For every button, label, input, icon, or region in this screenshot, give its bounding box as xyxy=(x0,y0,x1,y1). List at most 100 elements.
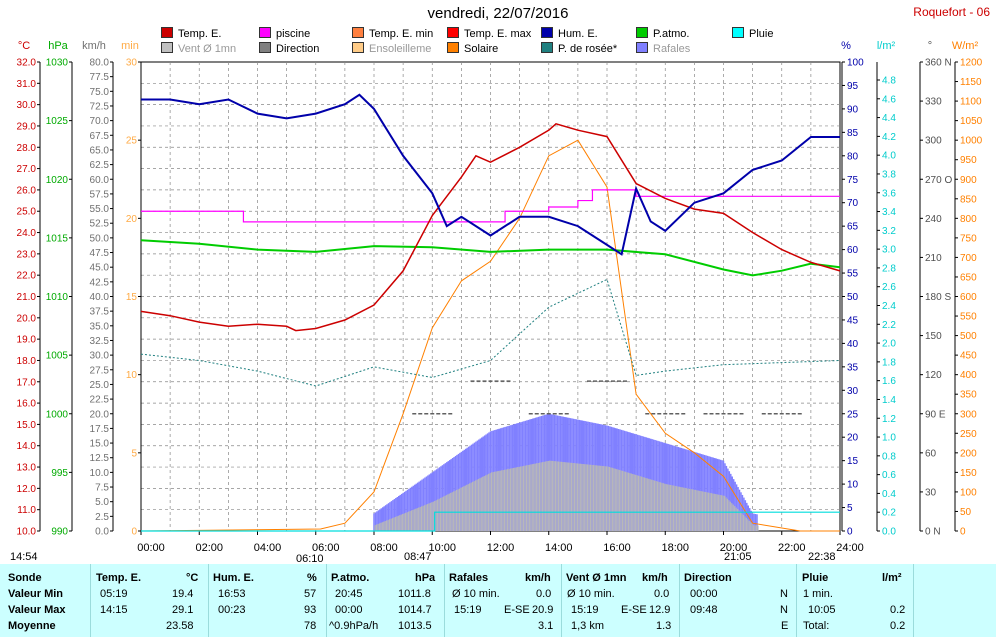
kmh-axis-tick-label: 45.0 xyxy=(90,263,110,274)
sunrise-time: 06:10 xyxy=(296,553,324,565)
pct-axis-tick-label: 40 xyxy=(847,339,859,350)
header-pluie-unit: l/m² xyxy=(882,572,902,584)
pluie-total-value: 0.2 xyxy=(890,620,906,632)
patmo-max-value: 1014.7 xyxy=(398,604,432,616)
kmh-axis-tick-label: 5.0 xyxy=(95,497,109,508)
time-tick-label: 10:00 xyxy=(428,542,456,554)
legend-item: piscine xyxy=(259,27,310,40)
time-tick-label: 12:00 xyxy=(487,542,515,554)
deg-axis-tick-label: 30 xyxy=(925,487,937,498)
temp-axis-tick-label: 26.0 xyxy=(17,185,37,196)
min-axis-tick-label: 20 xyxy=(126,214,138,225)
wm2-axis-tick-label: 50 xyxy=(960,507,972,518)
legend-item: P. de rosée* xyxy=(541,42,617,55)
time-tick-label: 02:00 xyxy=(195,542,223,554)
deg-axis-unit: ° xyxy=(928,40,932,52)
kmh-axis-tick-label: 17.5 xyxy=(90,424,110,435)
legend-swatch xyxy=(352,42,364,53)
row-label-max: Valeur Max xyxy=(8,604,66,616)
min-axis-tick-label: 10 xyxy=(126,370,138,381)
legend-item: Temp. E. xyxy=(161,27,221,40)
wm2-axis-tick-label: 0 xyxy=(960,527,966,538)
rain-axis-tick-label: 3.6 xyxy=(882,188,896,199)
temp-axis-tick-label: 14.0 xyxy=(17,441,37,452)
temp-axis-tick-label: 17.0 xyxy=(17,377,37,388)
kmh-axis-tick-label: 35.0 xyxy=(90,321,110,332)
legend-item: Ensoleilleme xyxy=(352,42,431,55)
dewpoint-line xyxy=(140,278,841,387)
wm2-axis-unit: W/m² xyxy=(952,40,979,52)
direction-max-time: 09:48 xyxy=(690,604,718,616)
solaire-line xyxy=(140,139,840,532)
direction-max-value: N xyxy=(780,604,788,616)
temp-axis-tick-label: 28.0 xyxy=(17,143,37,154)
temp-axis-tick-label: 16.0 xyxy=(17,399,37,410)
temp-axis-tick-label: 32.0 xyxy=(17,58,37,69)
temp-axis-tick-label: 21.0 xyxy=(17,292,37,303)
vent-max-time: 15:19 xyxy=(571,604,599,616)
kmh-axis-tick-label: 25.0 xyxy=(90,380,110,391)
pct-axis-tick-label: 75 xyxy=(847,175,859,186)
hum-avg-value: 78 xyxy=(304,620,317,632)
rain-axis-tick-label: 4.2 xyxy=(882,132,896,143)
kmh-axis-tick-label: 10.0 xyxy=(90,468,110,479)
time-tick-label: 24:00 xyxy=(836,542,864,554)
rain-axis-tick-label: 3.0 xyxy=(882,245,896,256)
legend-item: Hum. E. xyxy=(541,27,598,40)
deg-axis-tick-label: 300 xyxy=(925,136,942,147)
pct-axis-tick-label: 50 xyxy=(847,292,859,303)
station-name: Roquefort - 06 xyxy=(913,5,990,19)
kmh-axis-tick-label: 80.0 xyxy=(90,58,110,69)
legend-item: Temp. E. min xyxy=(352,27,433,40)
pct-axis-tick-label: 95 xyxy=(847,81,859,92)
temp-axis-tick-label: 20.0 xyxy=(17,313,37,324)
temp-line xyxy=(140,122,841,332)
hpa-axis-tick-label: 1000 xyxy=(46,409,69,420)
deg-axis-tick-label: 240 xyxy=(925,214,942,225)
legend-label: Pluie xyxy=(749,28,774,40)
min-axis-tick-label: 25 xyxy=(126,136,138,147)
rain-axis-tick-label: 1.2 xyxy=(882,414,896,425)
kmh-axis-tick-label: 30.0 xyxy=(90,351,110,362)
temp-axis-tick-label: 30.0 xyxy=(17,100,37,111)
min-axis-tick-label: 15 xyxy=(126,292,138,303)
legend-item: Vent Ø 1mn xyxy=(161,42,236,55)
temp-axis-tick-label: 15.0 xyxy=(17,420,37,431)
deg-axis-tick-label: 60 xyxy=(925,448,937,459)
legend-item: Rafales xyxy=(636,42,690,55)
hpa-axis-tick-label: 1020 xyxy=(46,175,69,186)
kmh-axis-tick-label: 67.5 xyxy=(90,131,110,142)
min-axis-unit: min xyxy=(121,40,139,52)
legend-item: Solaire xyxy=(447,42,498,55)
solar-start-time: 08:47 xyxy=(404,551,432,563)
kmh-axis-tick-label: 50.0 xyxy=(90,233,110,244)
kmh-axis-tick-label: 55.0 xyxy=(90,204,110,215)
temp-min-time: 05:19 xyxy=(100,588,128,600)
legend-label: P. de rosée* xyxy=(558,43,618,55)
legend-swatch xyxy=(447,27,459,38)
hpa-axis-tick-label: 1030 xyxy=(46,58,69,69)
hpa-axis-tick-label: 995 xyxy=(51,468,68,479)
vent-max-value: 12.9 xyxy=(649,604,671,616)
wm2-axis-tick-label: 250 xyxy=(960,429,977,440)
vent-min-value: 0.0 xyxy=(654,588,670,600)
legend-label: Vent Ø 1mn xyxy=(178,43,237,55)
weather-chart: 10.0 11.0 12.0 13.0 14.0 15.0 16.0 17.0 18.0 19.0… xyxy=(17,40,983,554)
header-direction: Direction xyxy=(684,572,732,584)
pluie-max-value: 0.2 xyxy=(890,604,906,616)
legend-label: Temp. E. max xyxy=(464,28,532,40)
temp-axis-tick-label: 24.0 xyxy=(17,228,37,239)
header-vent-unit: km/h xyxy=(642,572,668,584)
pct-axis-tick-label: 20 xyxy=(847,433,859,444)
rain-axis-tick-label: 2.0 xyxy=(882,339,896,350)
legend-item: Direction xyxy=(259,42,319,55)
wm2-axis-tick-label: 200 xyxy=(960,448,977,459)
header-hum: Hum. E. xyxy=(213,572,254,584)
patmo-avg-value: 1013.5 xyxy=(398,620,432,632)
time-tick-label: 08:00 xyxy=(370,542,398,554)
pct-axis-tick-label: 80 xyxy=(847,151,859,162)
header-patmo-unit: hPa xyxy=(415,572,436,584)
hpa-axis-tick-label: 1010 xyxy=(46,292,69,303)
wm2-axis-tick-label: 1150 xyxy=(960,77,982,88)
pct-axis-tick-label: 35 xyxy=(847,362,859,373)
